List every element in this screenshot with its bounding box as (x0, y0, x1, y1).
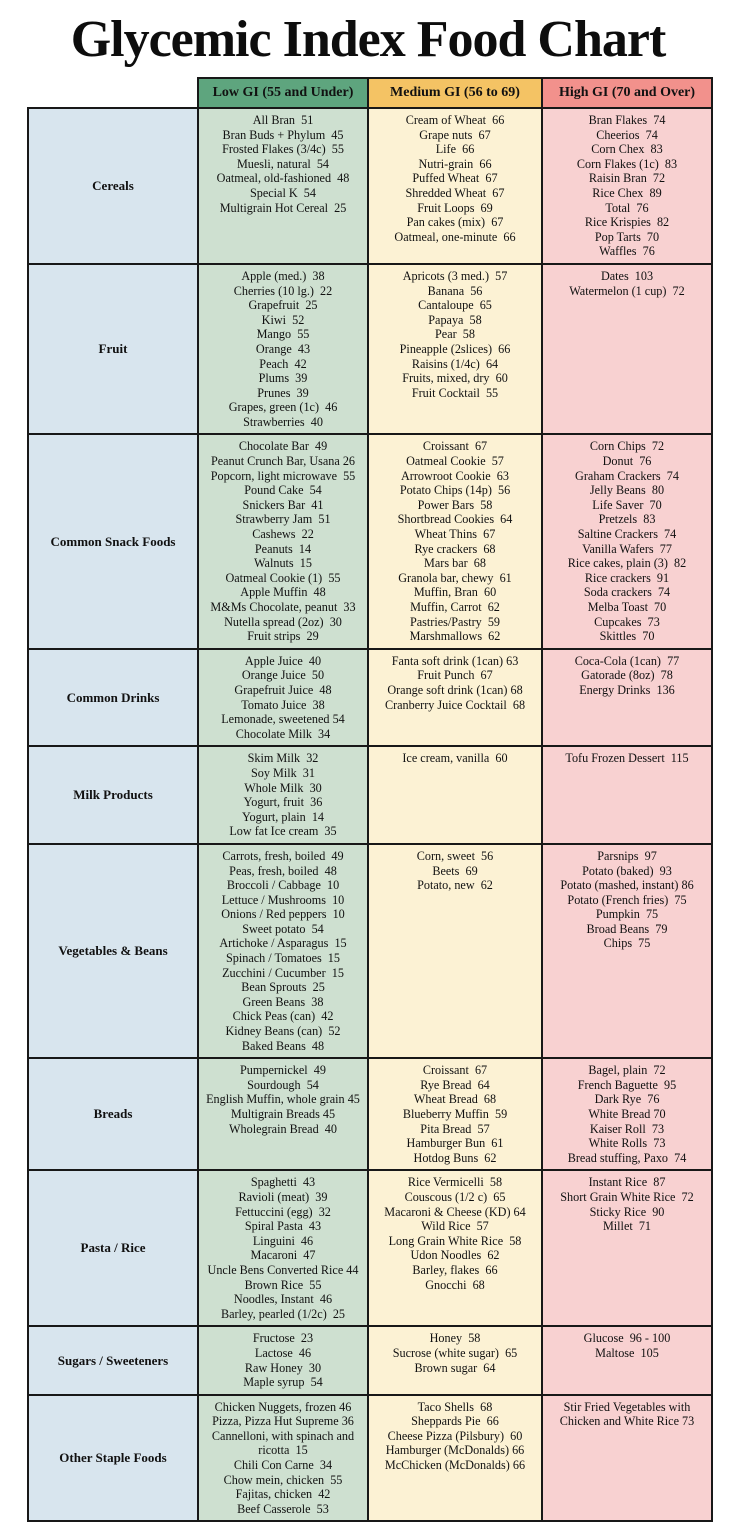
table-row: Common Drinks Apple Juice 40 Orange Juice… (27, 647, 713, 748)
medium-gi-cell: Corn, sweet 56 Beets 69 Potato, new 62 (367, 842, 543, 1060)
category-cell: Common Snack Foods (27, 433, 199, 650)
low-gi-cell: Chicken Nuggets, frozen 46 Pizza, Pizza … (197, 1393, 369, 1522)
glycemic-index-table: Low GI (55 and Under) Medium GI (56 to 6… (27, 77, 713, 1522)
low-gi-cell: Pumpernickel 49 Sourdough 54 English Muf… (197, 1057, 369, 1172)
category-cell: Common Drinks (27, 647, 199, 748)
category-cell: Other Staple Foods (27, 1393, 199, 1522)
medium-gi-cell: Taco Shells 68 Sheppards Pie 66 Cheese P… (367, 1393, 543, 1522)
medium-gi-cell: Ice cream, vanilla 60 (367, 745, 543, 845)
high-gi-cell: Tofu Frozen Dessert 115 (541, 745, 713, 845)
medium-gi-cell: Fanta soft drink (1can) 63 Fruit Punch 6… (367, 647, 543, 748)
medium-gi-cell: Croissant 67 Rye Bread 64 Wheat Bread 68… (367, 1057, 543, 1172)
table-row: Cereals All Bran 51 Bran Buds + Phylum 45… (27, 107, 713, 265)
gi-table-body: Cereals All Bran 51 Bran Buds + Phylum 45… (27, 107, 713, 1522)
high-gi-cell: Bagel, plain 72 French Baguette 95 Dark … (541, 1057, 713, 1172)
table-row: Milk Products Skim Milk 32 Soy Milk 31 Wh… (27, 745, 713, 845)
category-cell: Breads (27, 1057, 199, 1172)
table-row: Common Snack Foods Chocolate Bar 49 Peanu… (27, 433, 713, 650)
medium-gi-cell: Honey 58 Sucrose (white sugar) 65 Brown … (367, 1325, 543, 1396)
table-row: Sugars / Sweeteners Fructose 23 Lactose 4… (27, 1325, 713, 1396)
high-gi-cell: Corn Chips 72 Donut 76 Graham Crackers 7… (541, 433, 713, 650)
category-cell: Fruit (27, 262, 199, 436)
low-gi-cell: Skim Milk 32 Soy Milk 31 Whole Milk 30 Y… (197, 745, 369, 845)
category-cell: Pasta / Rice (27, 1169, 199, 1328)
column-header-low-gi: Low GI (55 and Under) (197, 77, 369, 109)
medium-gi-cell: Apricots (3 med.) 57 Banana 56 Cantaloup… (367, 262, 543, 436)
medium-gi-cell: Rice Vermicelli 58 Couscous (1/2 c) 65 M… (367, 1169, 543, 1328)
low-gi-cell: All Bran 51 Bran Buds + Phylum 45 Froste… (197, 107, 369, 265)
high-gi-cell: Stir Fried Vegetables with Chicken and W… (541, 1393, 713, 1522)
page-title: Glycemic Index Food Chart (70, 11, 667, 68)
table-row: Vegetables & Beans Carrots, fresh, boiled… (27, 842, 713, 1060)
high-gi-cell: Glucose 96 - 100 Maltose 105 (541, 1325, 713, 1396)
high-gi-cell: Coca-Cola (1can) 77 Gatorade (8oz) 78 En… (541, 647, 713, 748)
table-row: Breads Pumpernickel 49 Sourdough 54 Engli… (27, 1057, 713, 1172)
low-gi-cell: Spaghetti 43 Ravioli (meat) 39 Fettuccin… (197, 1169, 369, 1328)
high-gi-cell: Instant Rice 87 Short Grain White Rice 7… (541, 1169, 713, 1328)
header-row: Low GI (55 and Under) Medium GI (56 to 6… (28, 77, 713, 109)
medium-gi-cell: Cream of Wheat 66 Grape nuts 67 Life 66 … (367, 107, 543, 265)
header-corner-cell (28, 78, 198, 108)
low-gi-cell: Apple (med.) 38 Cherries (10 lg.) 22 Gra… (197, 262, 369, 436)
column-header-medium-gi: Medium GI (56 to 69) (367, 77, 543, 109)
table-row: Other Staple Foods Chicken Nuggets, froze… (27, 1393, 713, 1522)
high-gi-cell: Dates 103 Watermelon (1 cup) 72 (541, 262, 713, 436)
column-header-high-gi: High GI (70 and Over) (541, 77, 713, 109)
medium-gi-cell: Croissant 67 Oatmeal Cookie 57 Arrowroot… (367, 433, 543, 650)
high-gi-cell: Bran Flakes 74 Cheerios 74 Corn Chex 83 … (541, 107, 713, 265)
category-cell: Sugars / Sweeteners (27, 1325, 199, 1396)
category-cell: Milk Products (27, 745, 199, 845)
table-row: Fruit Apple (med.) 38 Cherries (10 lg.) 2… (27, 262, 713, 436)
low-gi-cell: Apple Juice 40 Orange Juice 50 Grapefrui… (197, 647, 369, 748)
low-gi-cell: Chocolate Bar 49 Peanut Crunch Bar, Usan… (197, 433, 369, 650)
high-gi-cell: Parsnips 97 Potato (baked) 93 Potato (ma… (541, 842, 713, 1060)
category-cell: Vegetables & Beans (27, 842, 199, 1060)
low-gi-cell: Fructose 23 Lactose 46 Raw Honey 30 Mapl… (197, 1325, 369, 1396)
low-gi-cell: Carrots, fresh, boiled 49 Peas, fresh, b… (197, 842, 369, 1060)
table-row: Pasta / Rice Spaghetti 43 Ravioli (meat) … (27, 1169, 713, 1328)
category-cell: Cereals (27, 107, 199, 265)
